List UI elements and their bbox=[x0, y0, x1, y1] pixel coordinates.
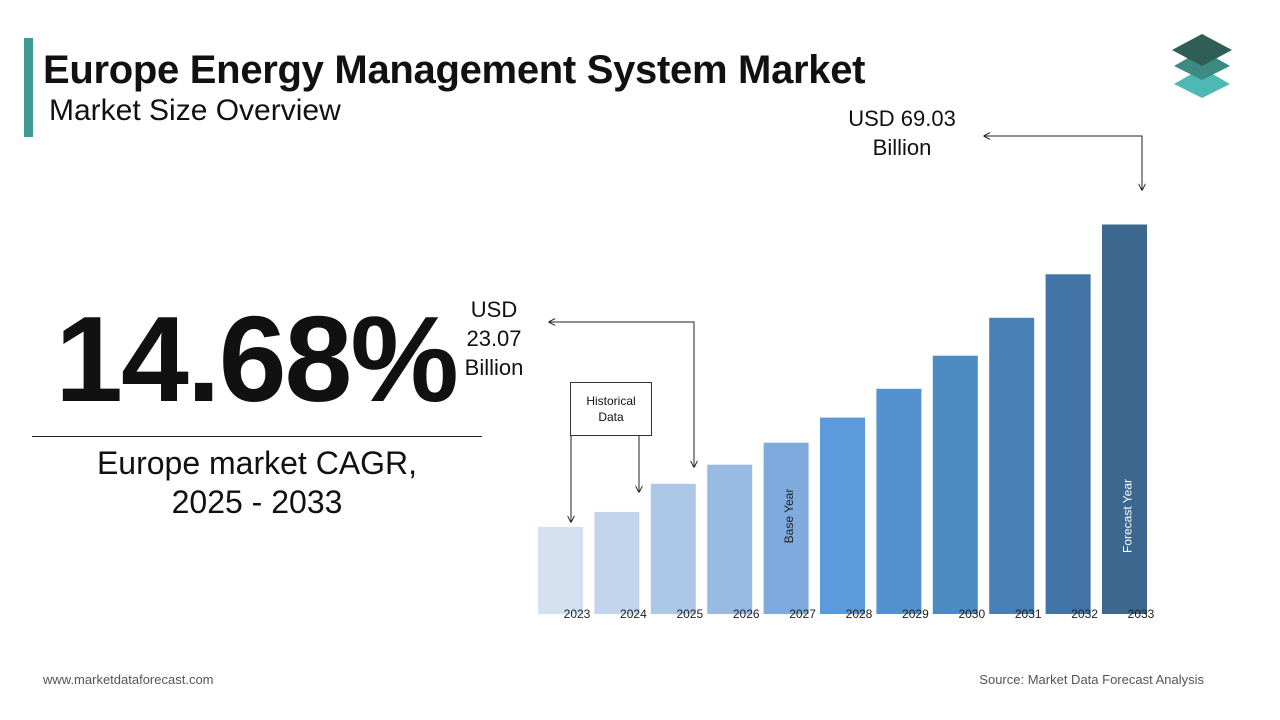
callout-end-line1: USD 69.03 bbox=[848, 106, 956, 131]
footer-source: Source: Market Data Forecast Analysis bbox=[979, 672, 1204, 687]
bar-2027 bbox=[763, 442, 809, 614]
callout-start-line3: Billion bbox=[464, 355, 524, 380]
tick-label-2025: 2025 bbox=[676, 607, 703, 621]
logo-layer-bottom bbox=[1174, 68, 1230, 98]
annotation-arrows bbox=[549, 136, 1142, 522]
bar-2029 bbox=[876, 388, 922, 614]
callout-end-value: USD 69.03 Billion bbox=[832, 104, 972, 162]
callout-start-line1: USD bbox=[470, 297, 518, 322]
bar-2024 bbox=[594, 511, 640, 614]
bar-2023 bbox=[538, 526, 583, 614]
cagr-caption: Europe market CAGR, 2025 - 2033 bbox=[32, 444, 482, 522]
bar-2032 bbox=[1045, 274, 1091, 614]
bar-2026 bbox=[707, 464, 753, 614]
historical-data-box: Historical Data bbox=[570, 382, 652, 436]
cagr-caption-line2: 2025 - 2033 bbox=[171, 484, 343, 520]
cagr-value: 14.68% bbox=[55, 291, 459, 427]
historical-line2: Data bbox=[598, 410, 624, 424]
tick-label-2026: 2026 bbox=[733, 607, 760, 621]
bar-2028 bbox=[820, 417, 865, 614]
bar-2025 bbox=[650, 483, 696, 614]
tick-label-2023: 2023 bbox=[564, 607, 591, 621]
bars-layer bbox=[538, 224, 1147, 614]
bar-2031 bbox=[989, 317, 1035, 614]
tick-label-2030: 2030 bbox=[958, 607, 985, 621]
page-subtitle: Market Size Overview bbox=[49, 94, 341, 127]
arrow-2033-callout bbox=[984, 136, 1142, 190]
page-title: Europe Energy Management System Market bbox=[43, 48, 866, 92]
bar-2033 bbox=[1102, 224, 1147, 614]
tick-label-2028: 2028 bbox=[846, 607, 873, 621]
callout-start-value: USD 23.07 Billion bbox=[456, 295, 532, 382]
title-accent-bar bbox=[24, 38, 33, 137]
tick-label-2027: 2027 bbox=[789, 607, 816, 621]
bar-2030 bbox=[932, 355, 978, 614]
bar-annotation-2033: Forecast Year bbox=[1120, 479, 1134, 553]
tick-label-2033: 2033 bbox=[1128, 607, 1155, 621]
callout-end-line2: Billion bbox=[872, 135, 932, 160]
historical-line1: Historical bbox=[586, 394, 636, 408]
callout-start-line2: 23.07 bbox=[466, 326, 522, 351]
cagr-caption-line1: Europe market CAGR, bbox=[96, 445, 418, 481]
footer-website: www.marketdataforecast.com bbox=[43, 672, 214, 687]
bar-annotation-2027: Base Year bbox=[782, 489, 796, 544]
logo-layer-top bbox=[1172, 34, 1232, 66]
tick-label-2024: 2024 bbox=[620, 607, 647, 621]
labels-layer: 2023 2024 2025 2026 2027 Base Year 2028 2029 203… bbox=[564, 479, 1155, 621]
tick-label-2032: 2032 bbox=[1071, 607, 1098, 621]
tick-label-2031: 2031 bbox=[1015, 607, 1042, 621]
arrow-2025-callout bbox=[549, 322, 694, 467]
brand-logo-icon bbox=[1172, 34, 1232, 98]
cagr-divider bbox=[32, 436, 482, 437]
tick-label-2029: 2029 bbox=[902, 607, 929, 621]
